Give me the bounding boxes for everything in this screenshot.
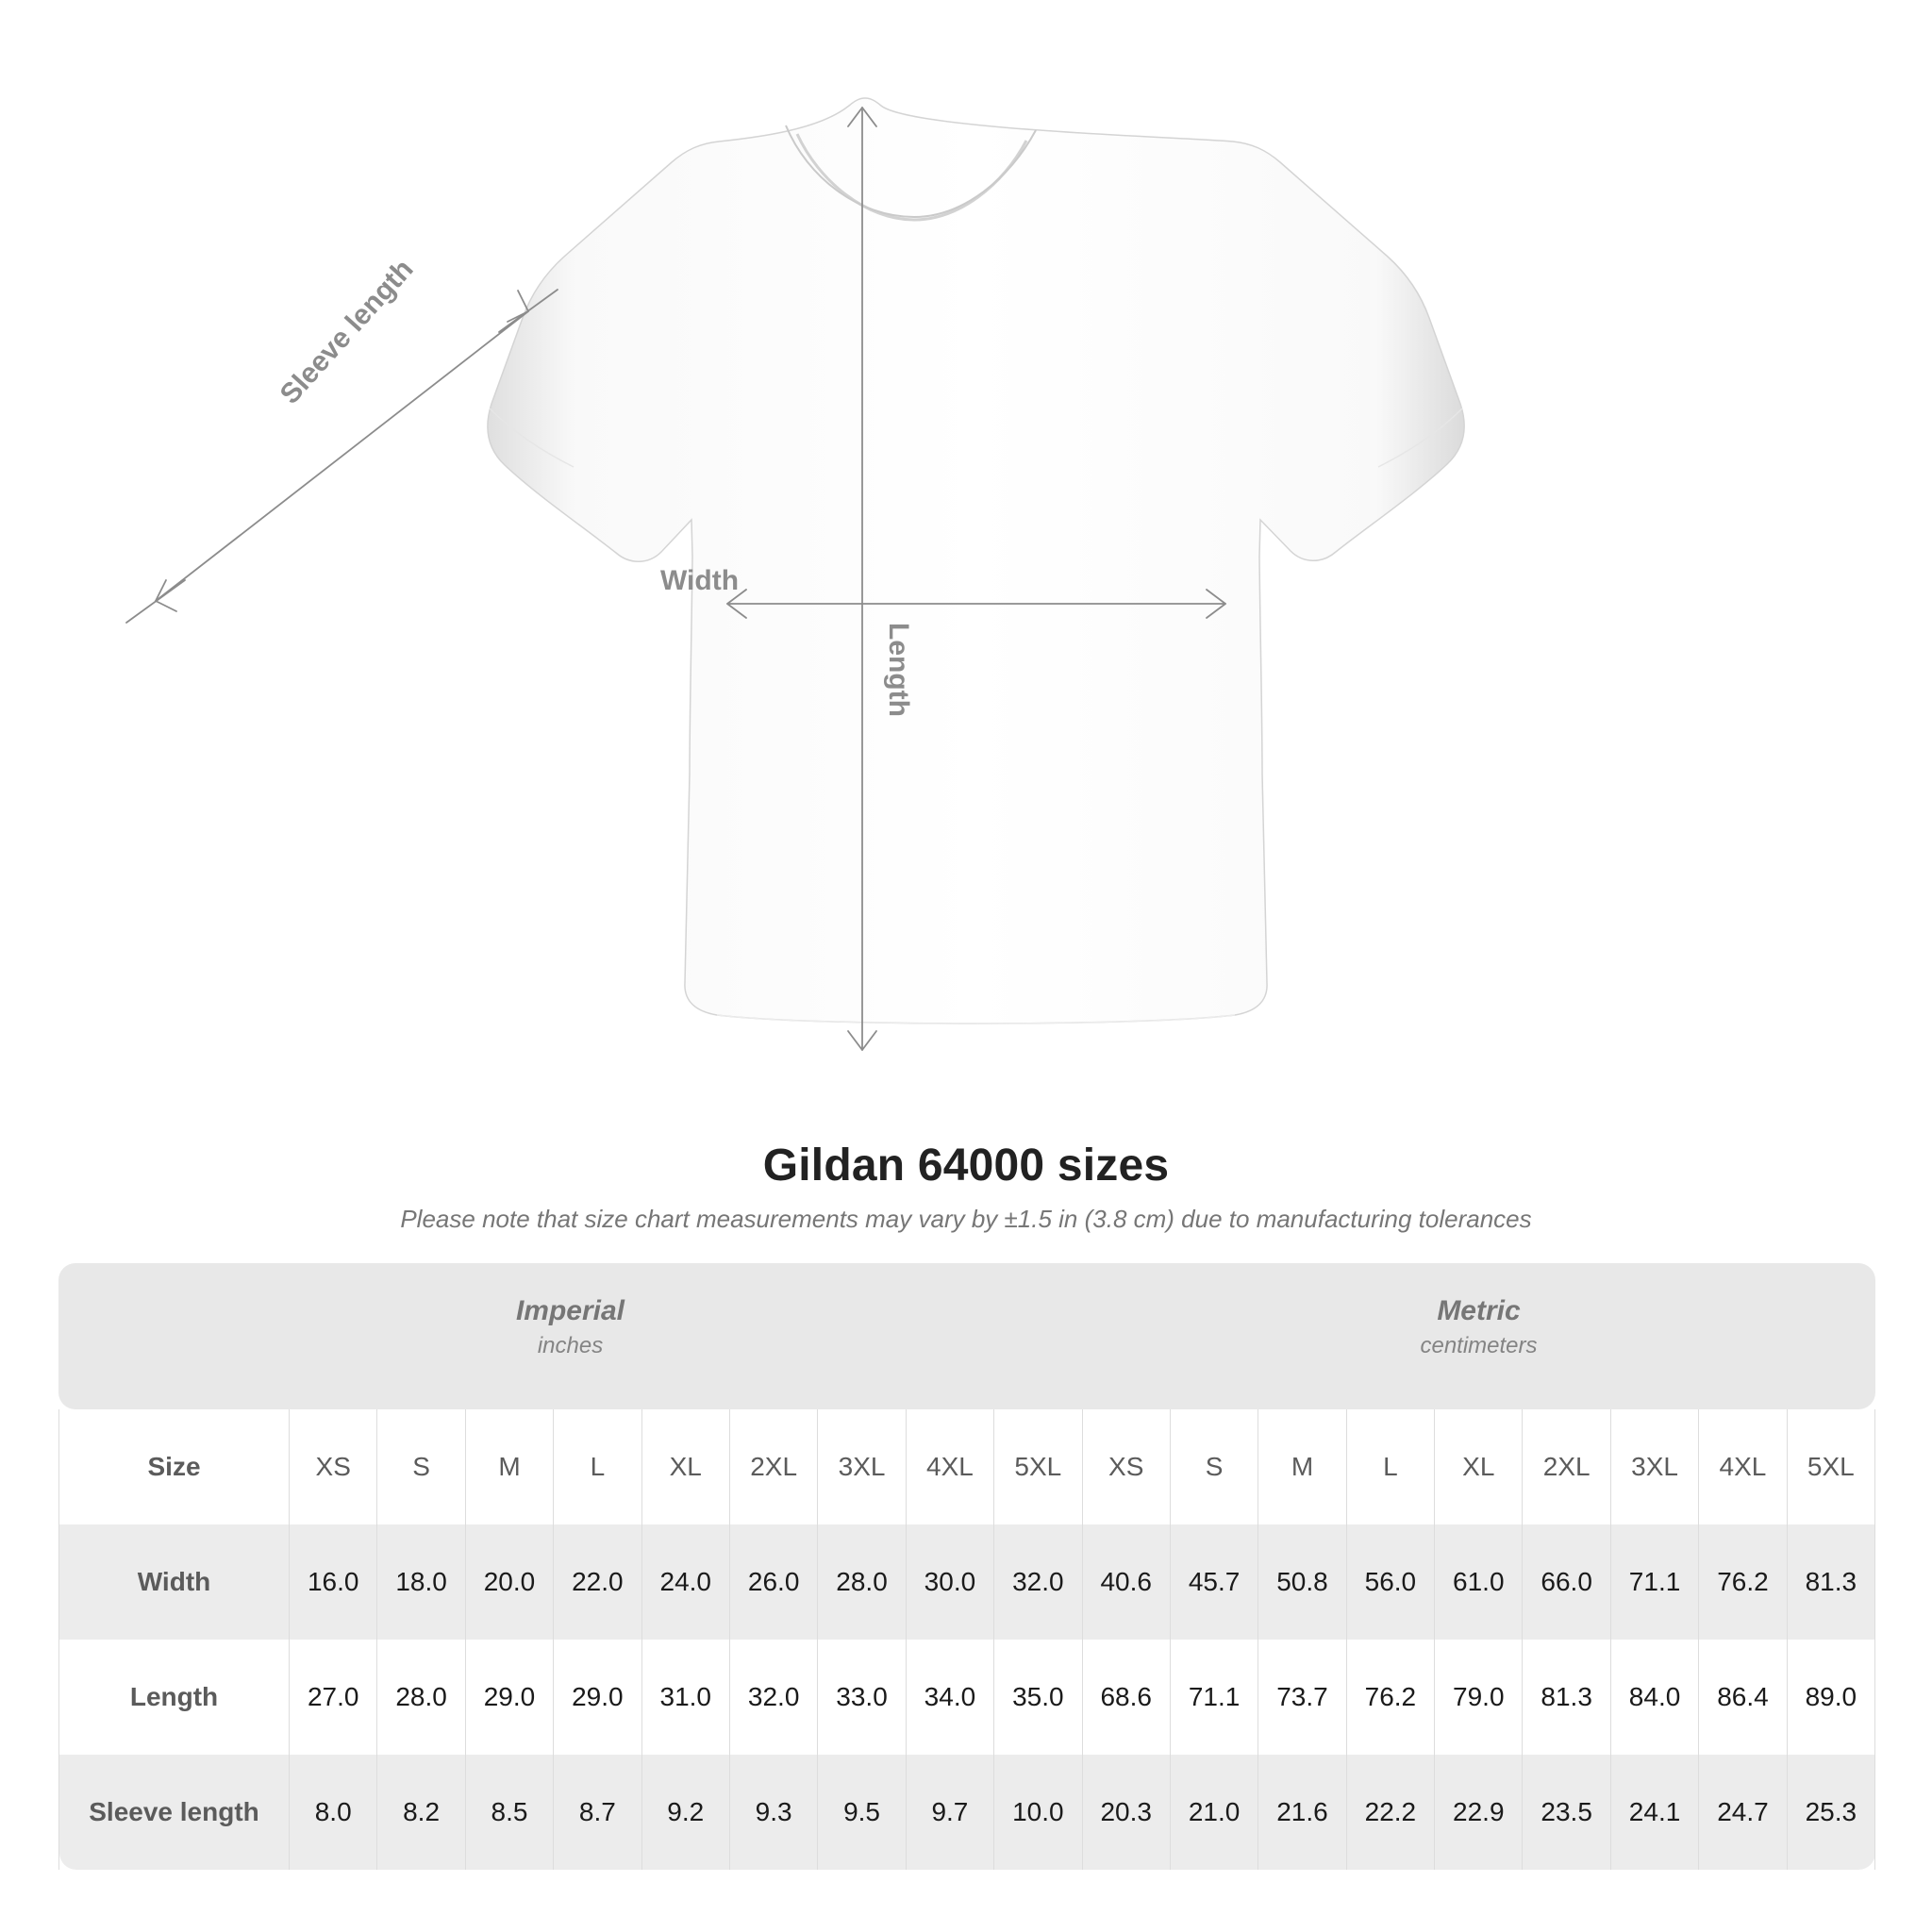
svg-text:Width: Width: [660, 565, 739, 596]
svg-text:Sleeve length: Sleeve length: [275, 254, 420, 410]
svg-text:Length: Length: [883, 623, 914, 717]
